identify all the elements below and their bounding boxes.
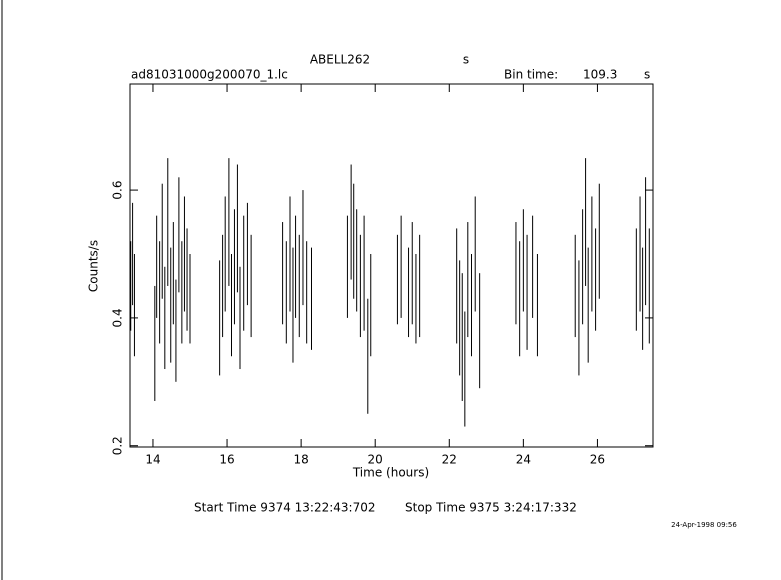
x-tick-label: 14 xyxy=(145,453,160,467)
title-unit: s xyxy=(463,53,469,67)
timestamp: 24-Apr-1998 09:56 xyxy=(671,521,737,529)
y-axis-label: Counts/s xyxy=(87,240,101,292)
x-tick-label: 20 xyxy=(368,453,383,467)
bin-time-label: Bin time: xyxy=(504,68,558,82)
y-tick-label: 0.2 xyxy=(111,436,125,455)
x-axis-label: Time (hours) xyxy=(352,466,429,480)
x-tick-label: 16 xyxy=(219,453,234,467)
stop-time: Stop Time 9375 3:24:17:332 xyxy=(405,501,577,515)
y-tick-label: 0.4 xyxy=(111,308,125,327)
bin-time-unit: s xyxy=(644,68,650,82)
start-time: Start Time 9374 13:22:43:702 xyxy=(194,501,376,515)
subtitle: ad81031000g200070_1.lc xyxy=(131,68,288,82)
bin-time: 109.3 xyxy=(583,68,617,82)
x-tick-label: 18 xyxy=(293,453,308,467)
chart-title: ABELL262 xyxy=(310,53,370,67)
x-tick-label: 24 xyxy=(516,453,531,467)
x-tick-label: 26 xyxy=(590,453,605,467)
plot-frame xyxy=(129,83,654,448)
y-tick-label: 0.6 xyxy=(111,181,125,200)
x-tick-label: 22 xyxy=(442,453,457,467)
